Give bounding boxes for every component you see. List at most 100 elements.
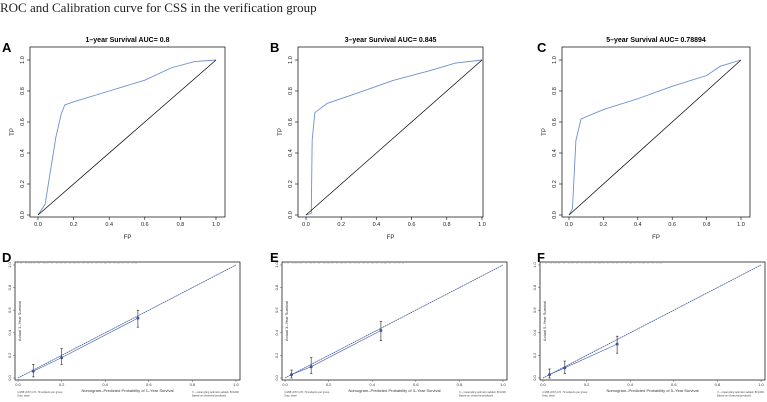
observed-line [33, 317, 139, 372]
footnote-left: n=298 d=67 p=5, 70 subjects per group [17, 390, 63, 394]
y-tick-label: 0.8 [7, 284, 12, 290]
panel-letter: F [537, 250, 545, 265]
x-tick-label: 0.4 [627, 382, 633, 387]
y-axis-label: TP [278, 128, 284, 136]
x-tick-label: 0.2 [59, 382, 65, 387]
x-tick-label: 0.2 [600, 222, 608, 228]
y-tick-label: 1.0 [7, 261, 12, 267]
panel-letter: E [270, 250, 279, 265]
panel-f: F 0.0 0.2 0.4 0.6 0.8 1.0 0.0 0.2 0.4 0.6 0.8 1.0 Nom… [532, 250, 766, 398]
plot-frame [297, 46, 484, 218]
plot-frame [29, 46, 226, 218]
x-tick-label: 0.8 [190, 382, 196, 387]
footnote-right-2: Based on observed-predicted [717, 394, 751, 398]
x-tick-label: 0.2 [326, 382, 332, 387]
y-tick-label: 0.8 [532, 284, 537, 290]
calibration-point [136, 316, 140, 320]
calibration-point [379, 329, 383, 332]
y-tick-label: 0.6 [552, 118, 558, 126]
y-tick-label: 0.8 [274, 284, 279, 290]
x-tick-label: 0.0 [34, 222, 42, 228]
calibration-point [60, 356, 64, 360]
y-tick-label: 0.0 [274, 374, 279, 380]
y-tick-label: 0.4 [532, 329, 537, 335]
y-axis-label: Actual 1–Year Survival [17, 301, 22, 341]
calibration-point [290, 373, 293, 377]
chart-title: 5–year Survival AUC= 0.78894 [606, 37, 706, 44]
y-tick-label: 1.0 [274, 261, 279, 267]
y-tick-label: 0.2 [532, 352, 537, 358]
calibration-point [548, 373, 551, 377]
x-tick-label: 0.8 [703, 222, 711, 228]
calibration-line [17, 264, 237, 379]
y-tick-label: 0.8 [552, 87, 558, 95]
y-tick-label: 0.2 [274, 352, 279, 358]
x-tick-label: 0.4 [369, 382, 375, 387]
x-tick-label: 0.6 [408, 222, 416, 228]
panel-e: E 0.0 0.2 0.4 0.6 0.8 1.0 0.0 0.2 0.4 0.6 0.8 1.0 Nom… [270, 250, 508, 398]
y-tick-label: 0.0 [20, 211, 26, 219]
x-tick-label: 0.8 [443, 222, 451, 228]
x-tick-label: 1.0 [212, 222, 220, 228]
x-axis-label: Nomogram–Predicted Probability of 5–Year… [606, 388, 698, 393]
calibration-point [615, 342, 619, 346]
footnote-right: X – resampling optimism added, B=1000 [459, 390, 506, 394]
x-tick-label: 0.6 [141, 222, 149, 228]
y-tick-label: 0.2 [552, 180, 558, 188]
footnote-left-2: Gray: ideal [284, 394, 297, 398]
y-axis-label: TP [542, 128, 548, 136]
x-axis-label: FP [124, 235, 132, 241]
y-tick-label: 0.4 [552, 149, 558, 157]
panel-b: B 3–year Survival AUC= 0.845 0.0 0.2 0.4 0.6 0… [270, 37, 486, 241]
calibration-point [563, 366, 567, 370]
x-tick-label: 0.0 [565, 222, 573, 228]
x-axis-label: FP [387, 235, 395, 241]
x-tick-label: 0.0 [282, 382, 288, 387]
y-tick-label: 0.4 [274, 329, 279, 335]
x-tick-label: 0.2 [70, 222, 78, 228]
plot-frame [561, 46, 751, 218]
y-tick-label: 0.0 [532, 374, 537, 380]
x-tick-label: 0.4 [634, 222, 642, 228]
y-tick-label: 0.6 [274, 307, 279, 313]
y-tick-label: 0.4 [7, 329, 12, 335]
y-tick-label: 0.6 [20, 118, 26, 126]
roc-curve [568, 59, 742, 216]
panel-d: D 0.0 0.2 0.4 0.6 0.8 1.0 0.0 0.2 0.4 0.6 0.8 1.0 Nom… [2, 250, 241, 398]
panel-letter: A [2, 40, 12, 55]
x-tick-label: 1.0 [233, 382, 239, 387]
roc-curve [37, 59, 217, 216]
y-tick-label: 0.2 [288, 180, 294, 188]
footnote-left-2: Gray: ideal [542, 394, 555, 398]
observed-line [549, 343, 618, 375]
x-tick-label: 1.0 [478, 222, 486, 228]
y-tick-label: 1.0 [288, 56, 294, 64]
reference-diagonal [568, 59, 742, 216]
calibration-line [542, 264, 762, 379]
x-tick-label: 0.8 [715, 382, 721, 387]
footnote-right: X – resampling optimism added, B=1000 [717, 390, 764, 394]
y-axis-label: Actual 5–Year Survival [542, 301, 547, 341]
x-axis-label: Nomogram–Predicted Probability of 3–Year… [348, 388, 440, 393]
x-tick-label: 0.6 [413, 382, 419, 387]
x-tick-label: 1.0 [500, 382, 506, 387]
footnote-left: n=298 d=67 p=5, 70 subjects per group [542, 390, 588, 394]
y-tick-label: 0.6 [532, 307, 537, 313]
x-tick-label: 0.0 [302, 222, 310, 228]
y-tick-label: 0.8 [288, 87, 294, 95]
x-tick-label: 0.4 [373, 222, 381, 228]
panel-c: C 5–year Survival AUC= 0.78894 0.0 0.2 0.4 0.… [537, 37, 751, 241]
x-tick-label: 0.8 [177, 222, 185, 228]
x-tick-label: 1.0 [758, 382, 764, 387]
roc-curve [305, 59, 483, 216]
x-tick-label: 0.6 [668, 222, 676, 228]
x-tick-label: 0.4 [105, 222, 113, 228]
y-tick-label: 0.2 [20, 180, 26, 188]
x-tick-label: 0.6 [671, 382, 677, 387]
x-tick-label: 0.0 [540, 382, 546, 387]
x-tick-label: 0.2 [584, 382, 590, 387]
footnote-left-2: Gray: ideal [17, 394, 30, 398]
x-tick-label: 0.4 [102, 382, 108, 387]
y-tick-label: 1.0 [20, 56, 26, 64]
